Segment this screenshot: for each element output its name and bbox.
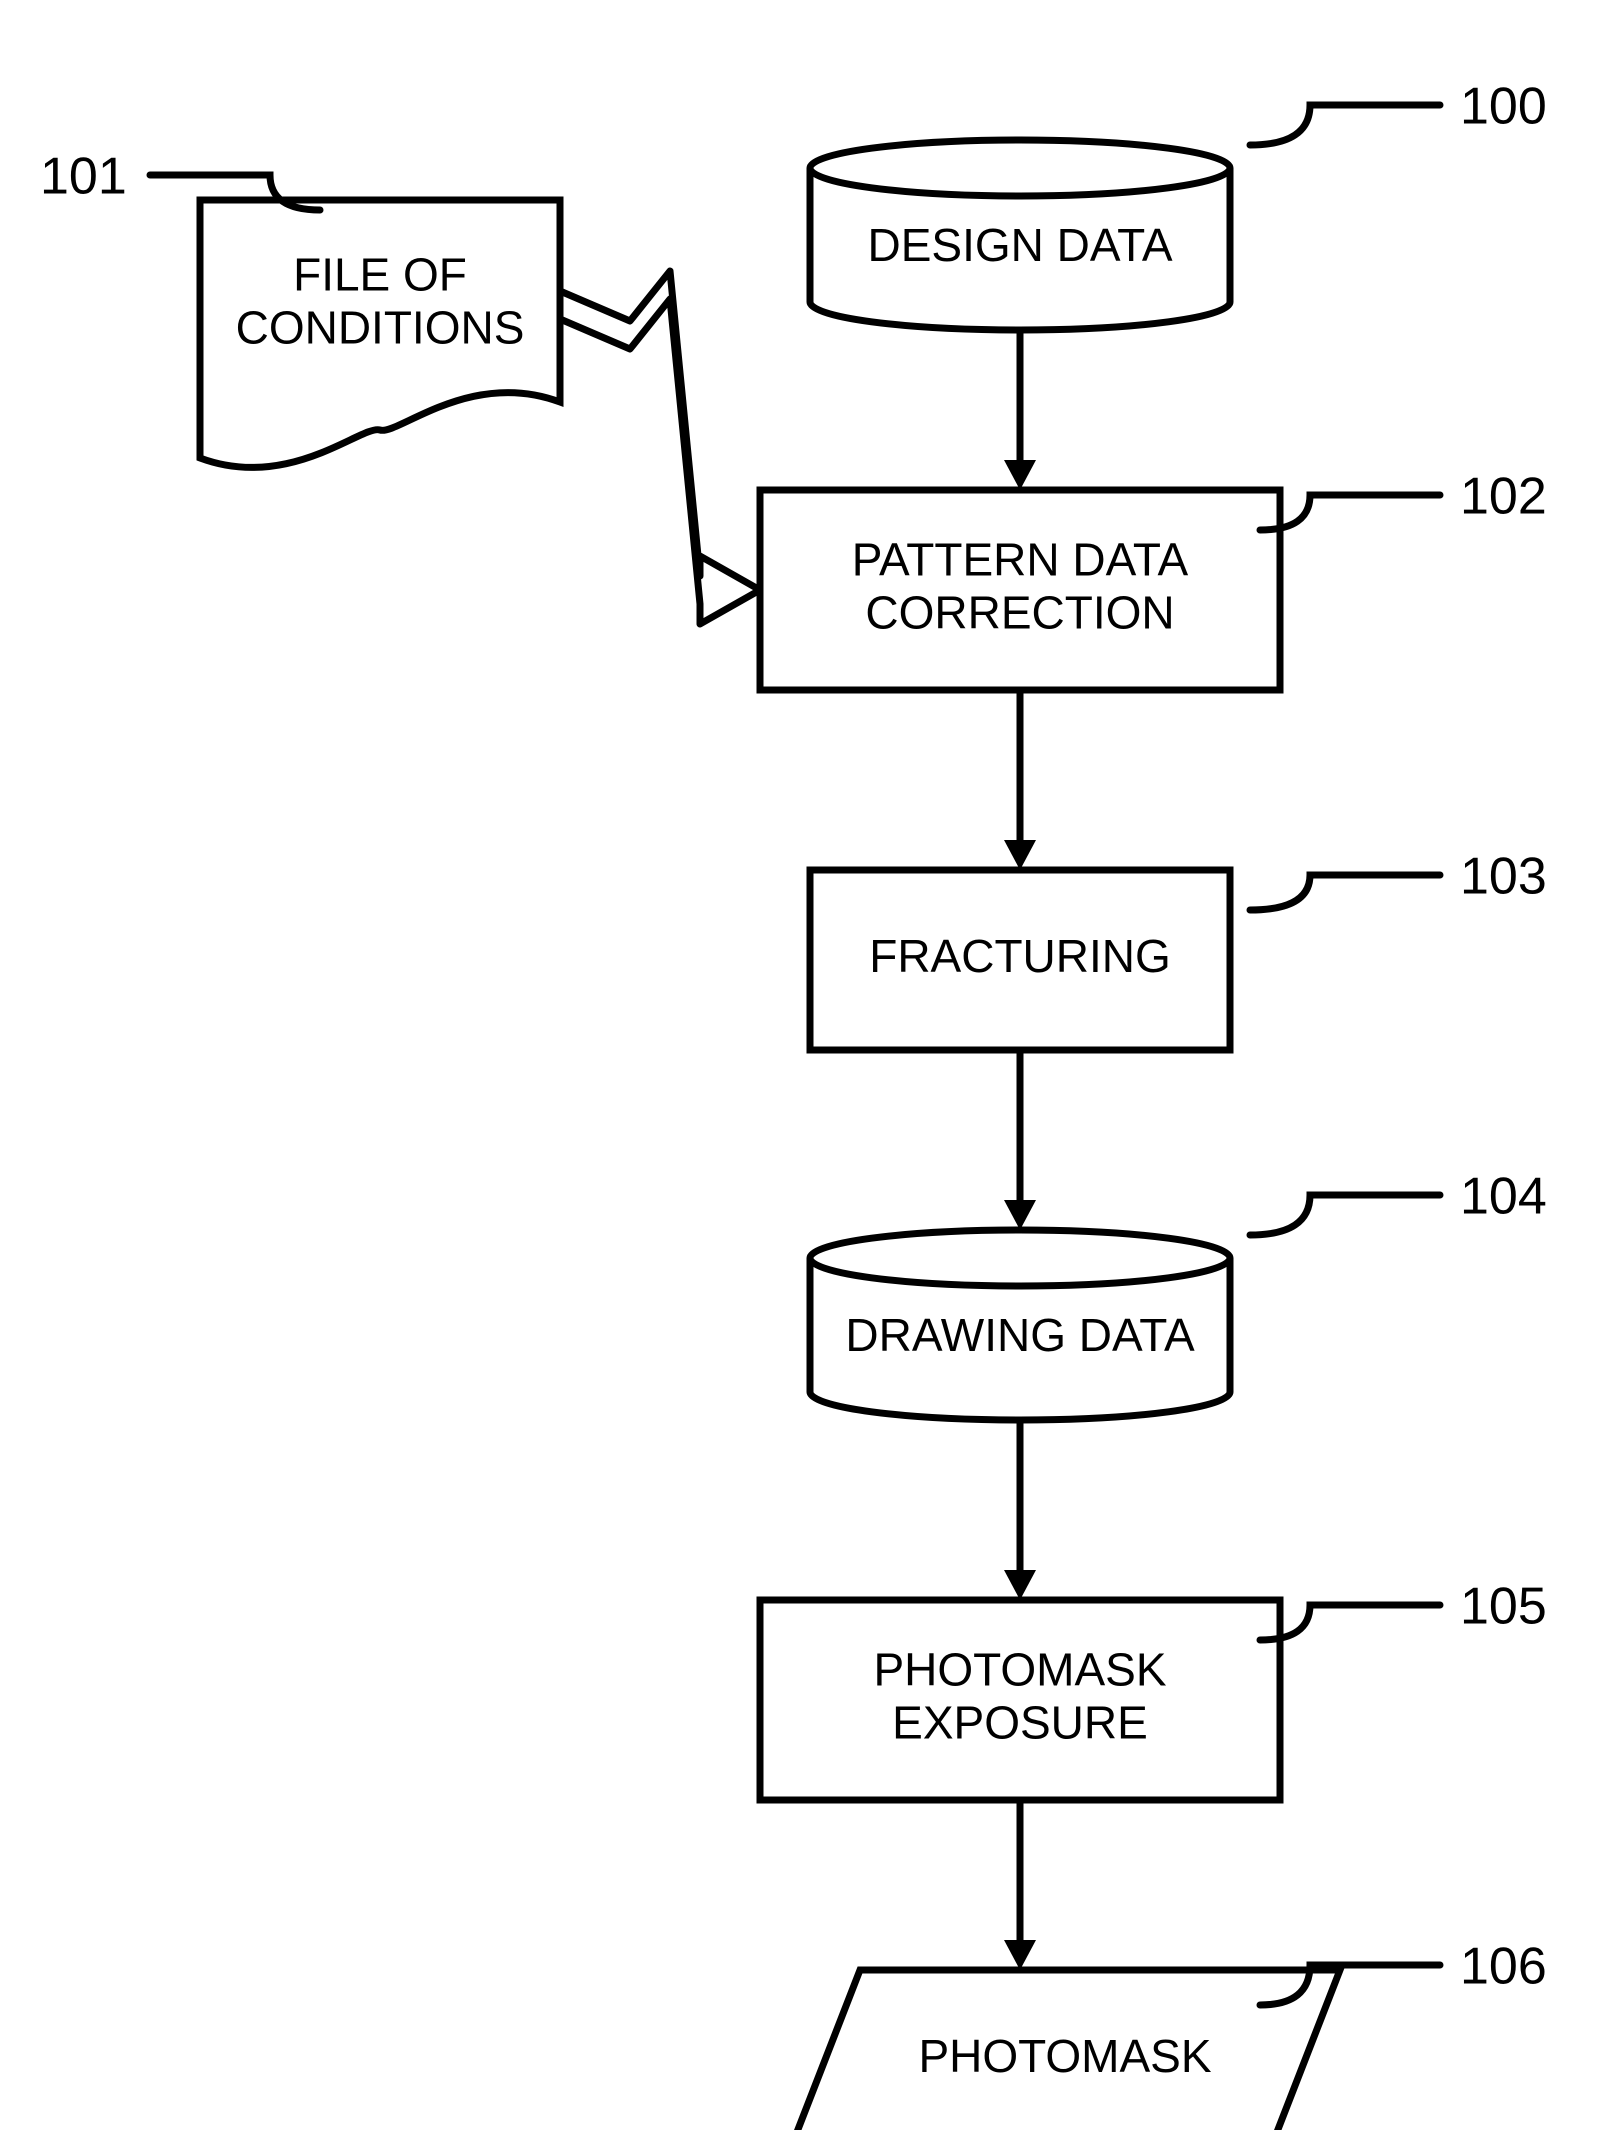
edge-file_of_cond-to-pattern_corr xyxy=(560,271,760,624)
pattern_corr-label-2: CORRECTION xyxy=(865,587,1174,639)
leader-drawing_data xyxy=(1250,1195,1440,1235)
drawing_data-label-1: DRAWING DATA xyxy=(845,1309,1195,1361)
refnum-drawing_data: 104 xyxy=(1460,1168,1547,1226)
photomask_exp-label-2: EXPOSURE xyxy=(892,1697,1148,1749)
edge-pattern_corr-to-fracturing xyxy=(1004,690,1036,870)
edge-design_data-to-pattern_corr xyxy=(1004,330,1036,490)
edge-photomask_exp-to-photomask xyxy=(1004,1800,1036,1970)
pattern_corr: PATTERN DATACORRECTION xyxy=(760,490,1280,690)
file_of_cond: FILE OFCONDITIONS xyxy=(200,200,560,467)
design_data-label-1: DESIGN DATA xyxy=(868,219,1173,271)
photomask-label-1: PHOTOMASK xyxy=(918,2030,1211,2082)
fracturing-label-1: FRACTURING xyxy=(869,930,1171,982)
leader-pattern_corr xyxy=(1260,495,1440,530)
drawing_data: DRAWING DATA xyxy=(810,1230,1230,1420)
refnum-photomask_exp: 105 xyxy=(1460,1578,1547,1636)
design_data: DESIGN DATA xyxy=(810,140,1230,330)
pattern_corr-label-1: PATTERN DATA xyxy=(852,534,1189,586)
file_of_cond-label-1: FILE OF xyxy=(293,249,467,301)
photomask_exp-label-1: PHOTOMASK xyxy=(873,1644,1166,1696)
edge-fracturing-to-drawing_data xyxy=(1004,1050,1036,1230)
fracturing: FRACTURING xyxy=(810,870,1230,1050)
leader-photomask_exp xyxy=(1260,1605,1440,1640)
photomask: PHOTOMASK xyxy=(790,1970,1340,2130)
refnum-photomask: 106 xyxy=(1460,1938,1547,1996)
refnum-pattern_corr: 102 xyxy=(1460,468,1547,526)
leader-fracturing xyxy=(1250,875,1440,910)
refnum-design_data: 100 xyxy=(1460,78,1547,136)
refnum-file_of_cond: 101 xyxy=(40,148,127,206)
file_of_cond-label-2: CONDITIONS xyxy=(236,302,525,354)
refnum-fracturing: 103 xyxy=(1460,848,1547,906)
edge-drawing_data-to-photomask_exp xyxy=(1004,1420,1036,1600)
photomask_exp: PHOTOMASKEXPOSURE xyxy=(760,1600,1280,1800)
leader-design_data xyxy=(1250,105,1440,145)
